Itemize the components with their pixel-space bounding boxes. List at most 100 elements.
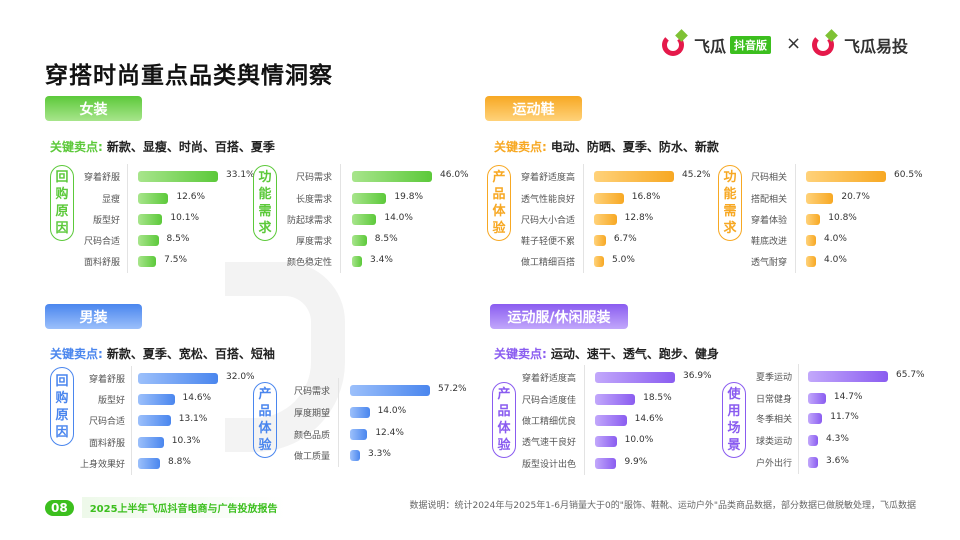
key-selling-points: 关键卖点: 新款、显瘦、时尚、百搭、夏季 <box>50 138 275 155</box>
bar <box>806 235 816 246</box>
bar-label: 穿着舒适度高 <box>520 173 575 183</box>
bar <box>352 193 387 204</box>
bar-value: 3.4% <box>370 255 393 265</box>
bar-label: 球类运动 <box>755 437 792 447</box>
bar-value: 16.8% <box>631 192 661 202</box>
bar-value: 19.8% <box>394 192 424 202</box>
bar-label: 透气性能良好 <box>520 195 575 205</box>
bar <box>594 256 604 267</box>
key-points-value: 电动、防晒、夏季、防水、新款 <box>550 140 719 154</box>
group-label: 回购原因 <box>55 373 69 440</box>
bar <box>138 394 175 405</box>
logo-badge: 抖音版 <box>730 36 772 54</box>
feigua-logo-icon <box>662 34 684 56</box>
key-selling-points: 关键卖点: 电动、防晒、夏季、防水、新款 <box>494 138 719 155</box>
bar-value: 8.5% <box>374 234 398 244</box>
bar-label: 搭配相关 <box>750 195 787 205</box>
bar-value: 65.7% <box>896 370 925 380</box>
section-tag: 运动鞋 <box>485 96 582 121</box>
bar-label: 显瘦 <box>101 195 120 205</box>
bar <box>595 372 675 383</box>
bar <box>595 415 627 426</box>
bar <box>138 415 171 426</box>
bar <box>808 393 826 404</box>
bar <box>594 193 624 204</box>
bar <box>138 214 163 225</box>
key-points-label: 关键卖点: <box>494 140 547 154</box>
bar-value: 12.6% <box>176 192 206 202</box>
bar-value: 45.2% <box>682 170 711 180</box>
bar <box>352 256 362 267</box>
group-label-pill: 产品体验 <box>492 382 516 458</box>
feigua-douyin-logo: 飞瓜 抖音版 <box>662 33 772 57</box>
watermark-logo-shape <box>225 262 345 452</box>
bar-value: 12.4% <box>375 428 404 438</box>
group-label-pill: 回购原因 <box>50 165 74 241</box>
bar-label: 户外出行 <box>755 459 792 469</box>
footer: 08 2025上半年飞瓜抖音电商与广告投放报告 <box>45 497 286 518</box>
bar-value: 20.7% <box>841 192 870 202</box>
bar <box>138 171 218 182</box>
bar-value: 4.3% <box>826 434 849 444</box>
group-label-pill: 回购原因 <box>50 367 74 446</box>
group-divider <box>131 366 132 475</box>
bar-label: 穿着舒服 <box>88 375 125 385</box>
bar-value: 8.8% <box>168 457 191 467</box>
bar <box>595 458 617 469</box>
bar-label: 夏季运动 <box>755 373 792 383</box>
key-points-label: 关键卖点: <box>50 347 103 361</box>
bar-value: 10.8% <box>828 213 857 223</box>
bar-label: 穿着舒适度高 <box>521 374 576 384</box>
bar-value: 11.7% <box>830 412 859 422</box>
bar <box>352 171 432 182</box>
bar-value: 6.7% <box>613 234 637 244</box>
bar-value: 10.0% <box>624 435 654 445</box>
page-title: 穿搭时尚重点品类舆情洞察 <box>45 63 333 89</box>
bar <box>808 457 818 468</box>
group-label-pill: 功能需求 <box>718 165 742 241</box>
bar <box>138 373 218 384</box>
bar-label: 版型设计出色 <box>521 460 576 470</box>
bar-label: 面料舒服 <box>88 439 125 449</box>
bar-label: 穿着体验 <box>750 216 787 226</box>
bar-label: 面料舒服 <box>83 258 120 268</box>
data-note: 数据说明：统计2024年与2025年1-6月销量大于0的"服饰、鞋靴、运动户外"… <box>409 501 916 511</box>
bar-value: 14.6% <box>634 414 664 424</box>
bar-value: 3.3% <box>368 449 391 459</box>
group-label-pill: 产品体验 <box>487 165 511 241</box>
bar-value: 10.3% <box>171 436 201 446</box>
bar-value: 36.9% <box>683 371 712 381</box>
bar-value: 10.1% <box>170 213 199 223</box>
bar-label: 上身效果好 <box>79 460 125 470</box>
bar-value: 7.5% <box>164 255 187 265</box>
bar-value: 12.8% <box>624 213 654 223</box>
bar <box>352 235 367 246</box>
bar <box>352 214 377 225</box>
bar <box>350 450 360 461</box>
group-divider <box>795 164 796 273</box>
bar <box>138 458 160 469</box>
bar <box>808 435 818 446</box>
bar-value: 8.5% <box>166 234 190 244</box>
feigua-logo-icon <box>812 34 834 56</box>
bar-value: 57.2% <box>438 384 467 394</box>
bar-label: 做工精细百搭 <box>520 258 575 268</box>
bar-label: 版型好 <box>97 396 125 406</box>
section-tag: 运动服/休闲服装 <box>490 304 628 329</box>
bar <box>595 394 636 405</box>
group-divider <box>583 164 584 273</box>
bar-value: 33.1% <box>226 170 255 180</box>
bar-label: 做工质量 <box>293 452 330 462</box>
bar <box>806 171 886 182</box>
bar-label: 透气速干良好 <box>521 438 576 448</box>
section-tag: 女装 <box>45 96 142 121</box>
bar-label: 长度需求 <box>295 195 332 205</box>
group-label: 产品体验 <box>492 170 506 236</box>
bar-value: 9.9% <box>624 457 648 467</box>
group-label-pill: 使用场景 <box>722 382 746 458</box>
bar-value: 13.1% <box>178 414 208 424</box>
bar-value: 14.0% <box>384 213 413 223</box>
bar-label: 穿着舒服 <box>83 173 120 183</box>
bar <box>594 171 674 182</box>
bar-value: 14.6% <box>182 393 212 403</box>
